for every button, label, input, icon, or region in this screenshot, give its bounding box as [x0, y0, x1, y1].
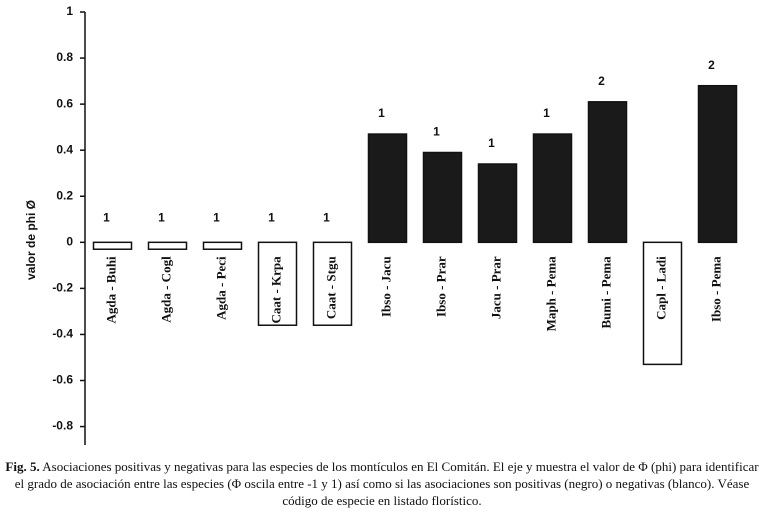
x-tick-label: Bumi - Pema [598, 256, 613, 329]
bar-label: 1 [323, 210, 330, 224]
bar [147, 241, 188, 250]
y-tick-label: 1 [66, 4, 73, 18]
bar-label: 2 [598, 74, 605, 88]
x-tick-label: Capl - Ladi [653, 256, 668, 320]
y-tick-label: 0.2 [56, 188, 73, 202]
bar [422, 151, 463, 244]
bar [532, 133, 573, 244]
bar [587, 101, 628, 244]
y-tick-label: -0.4 [52, 327, 73, 341]
bar [92, 241, 133, 250]
y-axis-label: valor de phi Ø [24, 200, 38, 280]
x-tick-label: Caat - Krpa [268, 256, 283, 324]
x-tick-label: Agda - Cogl [158, 256, 173, 323]
bar-label: 1 [433, 125, 440, 139]
bar [367, 133, 408, 244]
x-tick-label: Maph - Pema [543, 256, 558, 332]
bar [257, 241, 298, 326]
y-tick-label: 0.8 [56, 50, 73, 64]
bar-label: 1 [488, 136, 495, 150]
bar-label: 1 [543, 106, 550, 120]
bar [477, 163, 518, 244]
chart: valor de phi Ø 1 0.8 0.6 0.4 0.2 0 -0.2 -0.4 -0.… [24, 4, 738, 445]
y-tick-label: -0.6 [52, 373, 73, 387]
x-tick-label: Caat - Stgu [323, 256, 338, 319]
bar-label: 1 [158, 210, 165, 224]
y-tick-label: -0.8 [52, 419, 73, 433]
caption-label: Fig. 5. [5, 459, 40, 474]
x-tick-label: Agda - Peci [213, 256, 228, 320]
bar-label: 1 [213, 210, 220, 224]
bar [697, 84, 738, 244]
bar-label: 1 [103, 210, 110, 224]
x-tick-label: Agda - Buhi [103, 256, 118, 324]
bar [642, 241, 683, 366]
bar-label: 1 [268, 210, 275, 224]
y-tick-label: -0.2 [52, 281, 73, 295]
bar-label: 2 [708, 58, 715, 72]
y-tick-label: 0 [66, 234, 73, 248]
x-tick-label: Jacu - Prar [488, 256, 503, 319]
caption-text: Asociaciones positivas y negativas para … [14, 459, 759, 508]
y-tick-label: 0.6 [56, 96, 73, 110]
bar-label: 1 [378, 106, 385, 120]
x-tick-label: Ibso - Jacu [378, 256, 393, 317]
x-tick-label: Ibso - Pema [708, 256, 723, 322]
y-tick-label: 0.4 [56, 142, 73, 156]
x-tick-label: Ibso - Prar [433, 256, 448, 317]
bar [202, 241, 243, 250]
bar [312, 241, 353, 326]
caption: Fig. 5. Asociaciones positivas y negativ… [4, 458, 760, 509]
